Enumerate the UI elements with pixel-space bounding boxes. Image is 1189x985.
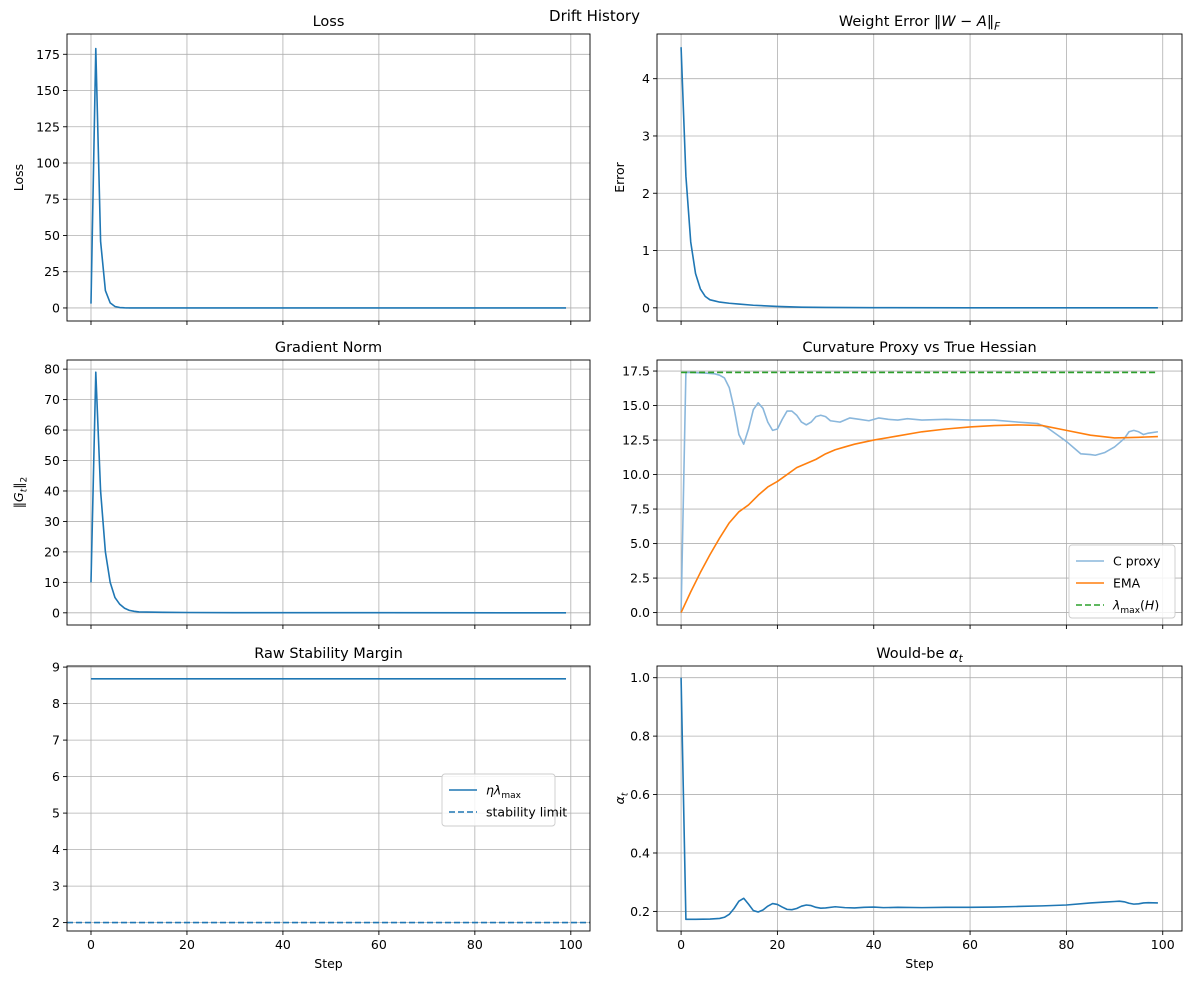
y-tick-label: 3 bbox=[52, 879, 60, 894]
y-tick-label: 150 bbox=[36, 83, 60, 98]
y-tick-label: 10 bbox=[44, 575, 60, 590]
panel-title: Gradient Norm bbox=[275, 340, 382, 356]
legend-label: EMA bbox=[1113, 576, 1141, 591]
y-tick-label: 175 bbox=[36, 47, 60, 62]
legend-label: λmax(H) bbox=[1112, 598, 1159, 617]
axes-frame bbox=[656, 665, 1183, 932]
legend: C proxy EMA λmax(H) bbox=[1068, 544, 1176, 619]
x-axis-label: Step bbox=[905, 956, 934, 971]
y-tick-label: 17.5 bbox=[622, 364, 650, 379]
axes-frame bbox=[656, 359, 1183, 626]
x-tick-label: 80 bbox=[1058, 937, 1074, 952]
y-tick-label: 30 bbox=[44, 514, 60, 529]
y-axis-label: Error bbox=[612, 161, 627, 192]
y-tick-label: 40 bbox=[44, 483, 60, 498]
y-tick-label: 1.0 bbox=[630, 670, 650, 685]
x-tick-label: 40 bbox=[275, 937, 291, 952]
x-tick-label: 60 bbox=[962, 937, 978, 952]
x-tick-label: 20 bbox=[179, 937, 195, 952]
y-tick-label: 60 bbox=[44, 423, 60, 438]
y-tick-label: 9 bbox=[52, 660, 60, 675]
y-tick-label: 0 bbox=[52, 605, 60, 620]
x-tick-label: 60 bbox=[371, 937, 387, 952]
y-axis-label: Loss bbox=[11, 164, 26, 191]
series-line-0 bbox=[680, 371, 1159, 613]
series-line-1 bbox=[680, 424, 1158, 613]
y-tick-label: 8 bbox=[52, 696, 60, 711]
x-tick-label: 40 bbox=[866, 937, 882, 952]
y-tick-label: 0 bbox=[52, 300, 60, 315]
y-tick-label: 12.5 bbox=[622, 433, 650, 448]
y-tick-label: 0.0 bbox=[630, 605, 650, 620]
axes-frame bbox=[66, 33, 591, 322]
x-tick-label: 0 bbox=[87, 937, 95, 952]
series-line-0 bbox=[90, 371, 567, 614]
y-tick-label: 2.5 bbox=[630, 571, 650, 586]
figure-title: Drift History bbox=[549, 7, 640, 25]
legend-label: ηλmax bbox=[486, 783, 522, 802]
x-tick-label: 0 bbox=[677, 937, 685, 952]
y-axis-label: αt bbox=[612, 792, 631, 804]
y-tick-label: 50 bbox=[44, 453, 60, 468]
axes-frame bbox=[656, 33, 1183, 322]
y-tick-label: 10.0 bbox=[622, 467, 650, 482]
series-line-0 bbox=[680, 677, 1158, 921]
y-tick-label: 100 bbox=[36, 156, 60, 171]
x-tick-label: 100 bbox=[1151, 937, 1175, 952]
y-tick-label: 6 bbox=[52, 769, 60, 784]
y-tick-label: 4 bbox=[52, 842, 60, 857]
y-tick-label: 3 bbox=[642, 128, 650, 143]
weight-error-panel: 0 1 2 3 4 Weight Error ‖W − A‖F Error bbox=[612, 14, 1183, 325]
loss-panel: 0 25 50 75 100 125 150 175 Loss Loss bbox=[11, 14, 591, 325]
panel-title: Weight Error ‖W − A‖F bbox=[839, 14, 1001, 33]
panel-title: Curvature Proxy vs True Hessian bbox=[802, 340, 1036, 356]
y-tick-label: 80 bbox=[44, 362, 60, 377]
legend-label: C proxy bbox=[1113, 554, 1161, 569]
series-line-0 bbox=[90, 47, 567, 309]
y-tick-label: 20 bbox=[44, 544, 60, 559]
y-tick-label: 2 bbox=[642, 186, 650, 201]
y-tick-label: 0.2 bbox=[630, 904, 650, 919]
y-tick-label: 25 bbox=[44, 264, 60, 279]
series-line-0 bbox=[680, 47, 1158, 309]
curvature-panel: 0.0 2.5 5.0 7.5 10.0 12.5 15.0 17.5 Curvature Pr… bbox=[622, 340, 1183, 629]
legend-box bbox=[441, 773, 556, 827]
x-tick-label: 20 bbox=[769, 937, 785, 952]
y-tick-label: 5.0 bbox=[630, 536, 650, 551]
gradient-norm-panel: 0 10 20 30 40 50 60 70 80 Gradient Norm ‖Gt‖2 bbox=[11, 340, 591, 629]
y-tick-label: 0.8 bbox=[630, 729, 650, 744]
legend-label: stability limit bbox=[486, 805, 567, 820]
y-tick-label: 0 bbox=[642, 300, 650, 315]
axes-frame bbox=[66, 665, 591, 932]
y-axis-label: ‖Gt‖2 bbox=[11, 477, 30, 508]
x-axis-label: Step bbox=[314, 956, 343, 971]
panel-title: Raw Stability Margin bbox=[254, 646, 403, 662]
y-tick-label: 50 bbox=[44, 228, 60, 243]
legend-box bbox=[1068, 544, 1176, 619]
y-tick-label: 7.5 bbox=[630, 502, 650, 517]
y-tick-label: 1 bbox=[642, 243, 650, 258]
y-tick-label: 4 bbox=[642, 71, 650, 86]
stability-margin-panel: 0 20 40 60 80 100 2 3 4 5 6 7 8 9 Raw Stability Margin… bbox=[52, 646, 591, 971]
y-tick-label: 15.0 bbox=[622, 398, 650, 413]
legend: ηλmax stability limit bbox=[441, 773, 567, 827]
x-tick-label: 100 bbox=[559, 937, 583, 952]
y-tick-label: 7 bbox=[52, 733, 60, 748]
y-tick-label: 0.4 bbox=[630, 845, 650, 860]
axes-frame bbox=[66, 359, 591, 626]
x-tick-label: 80 bbox=[467, 937, 483, 952]
y-tick-label: 2 bbox=[52, 915, 60, 930]
panel-title: Would-be αt bbox=[876, 646, 963, 665]
alpha-panel: 0 20 40 60 80 100 0.2 0.4 0.6 0.8 1.0 Would-be αt St… bbox=[612, 646, 1183, 971]
y-tick-label: 75 bbox=[44, 192, 60, 207]
y-tick-label: 0.6 bbox=[630, 787, 650, 802]
y-tick-label: 125 bbox=[36, 119, 60, 134]
y-tick-label: 5 bbox=[52, 806, 60, 821]
y-tick-label: 70 bbox=[44, 392, 60, 407]
panel-title: Loss bbox=[313, 14, 345, 30]
